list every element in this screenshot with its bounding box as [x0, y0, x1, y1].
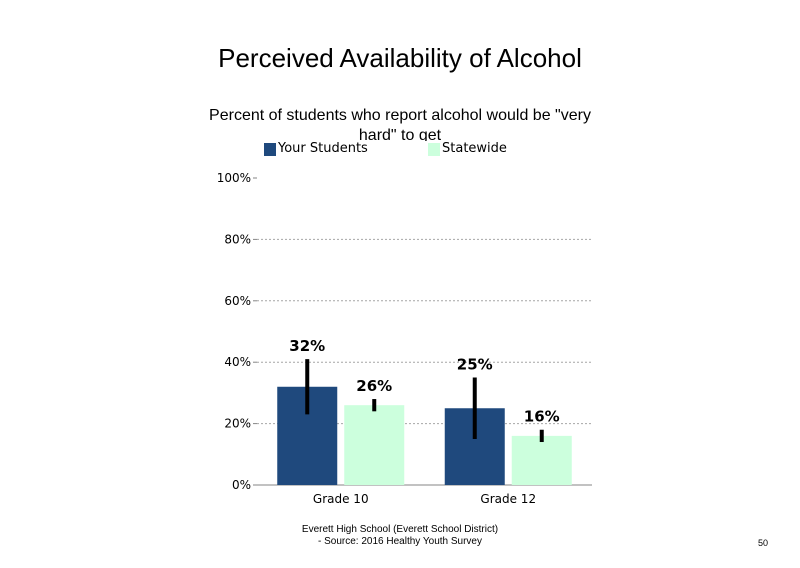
legend-label-your-students: Your Students — [278, 141, 368, 156]
chart-legend: Your Students Statewide — [264, 141, 604, 159]
data-label: 25% — [457, 356, 493, 374]
chart-title: Perceived Availability of Alcohol — [218, 43, 582, 73]
x-category-label: Grade 12 — [480, 492, 536, 506]
bar — [344, 405, 405, 485]
y-tick-label: 80% — [224, 232, 251, 246]
legend-label-statewide: Statewide — [442, 141, 507, 156]
y-tick-label: 20% — [224, 417, 251, 431]
bar — [511, 435, 572, 485]
page-number: 50 — [758, 538, 769, 548]
footer-school: Everett High School (Everett School Dist… — [301, 524, 499, 535]
y-tick-label: 100% — [217, 171, 251, 185]
y-tick-label: 40% — [224, 355, 251, 369]
x-category-label: Grade 10 — [313, 492, 369, 506]
legend-swatch-statewide — [428, 142, 440, 156]
data-label: 16% — [524, 408, 560, 426]
footer-survey: - Source: 2016 Healthy Youth Survey — [318, 536, 482, 547]
data-label: 32% — [289, 337, 325, 355]
chart-subtitle: Percent of students who report alcohol w… — [209, 107, 591, 142]
y-tick-label: 60% — [224, 294, 251, 308]
data-label: 26% — [356, 377, 392, 395]
legend-item-your-students: Your Students — [264, 141, 368, 157]
footer-source: Everett High School (Everett School Dist… — [270, 524, 530, 548]
legend-item-statewide: Statewide — [428, 141, 507, 157]
y-tick-label: 0% — [232, 478, 251, 492]
legend-swatch-your-students — [264, 142, 276, 156]
